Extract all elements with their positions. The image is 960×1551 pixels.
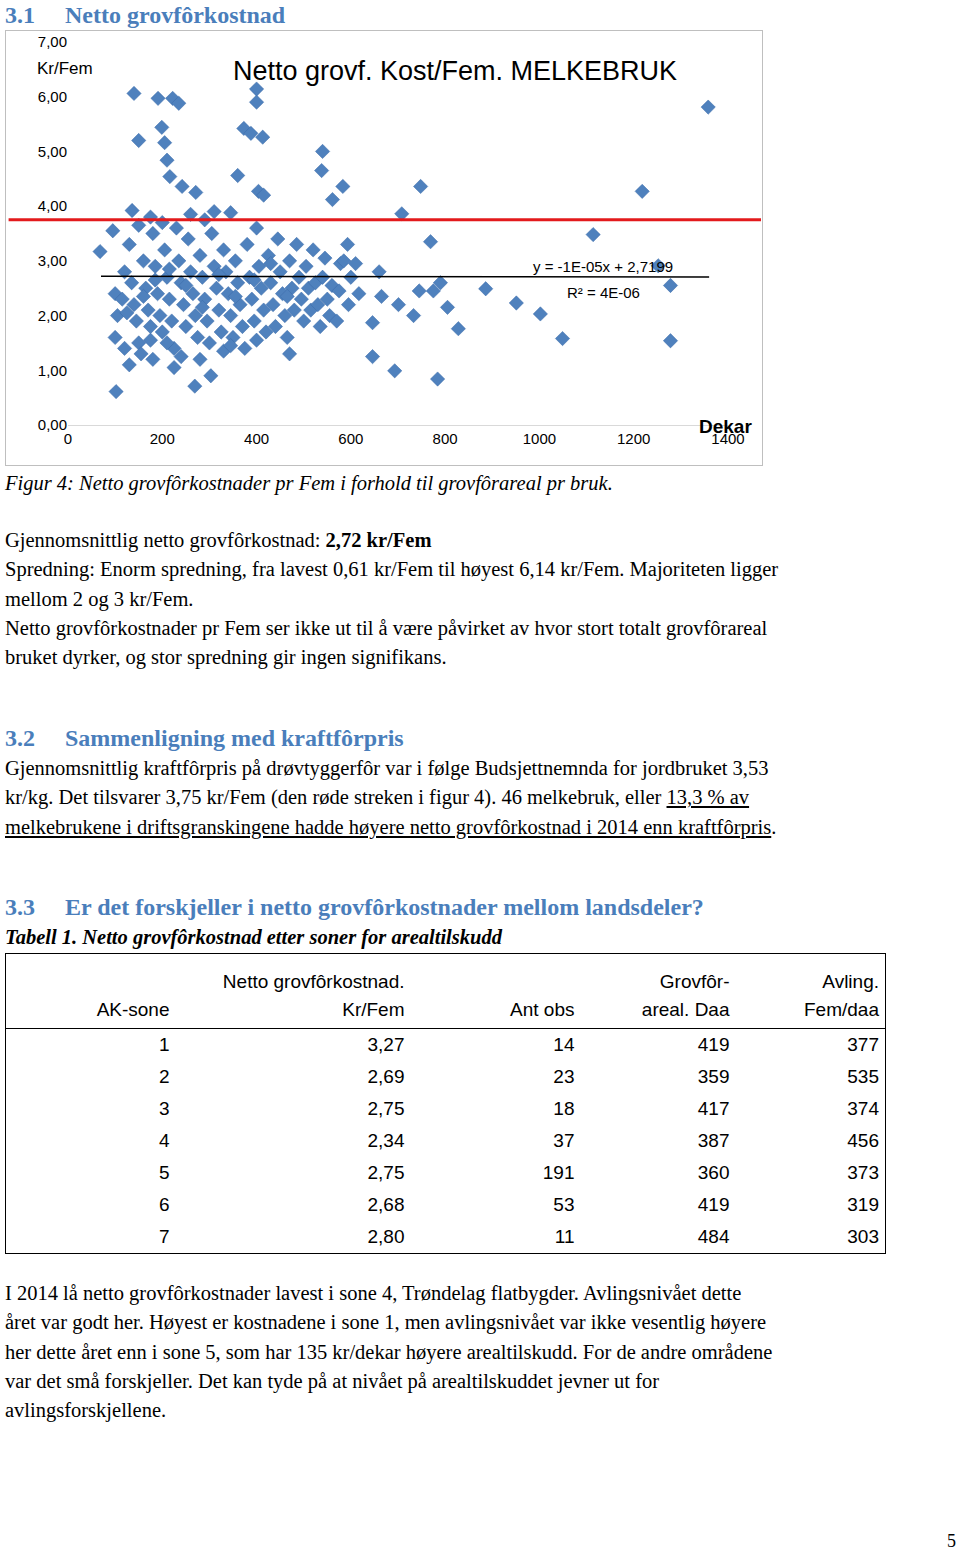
svg-text:Netto grovf. Kost/Fem. MELKEBR: Netto grovf. Kost/Fem. MELKEBRUK	[233, 56, 677, 86]
svg-text:Dekar: Dekar	[699, 416, 752, 437]
html-text:bruket dyrker, og stor spredni: bruket dyrker, og stor spredning gir ing…	[5, 646, 447, 669]
html-text:3.1: 3.1	[5, 2, 35, 28]
html-text:374: 374	[847, 1098, 879, 1119]
svg-text:4,00: 4,00	[38, 197, 67, 214]
html-text:1: 1	[158, 1034, 170, 1055]
html-text:mellom 2 og 3 kr/Fem.: mellom 2 og 3 kr/Fem.	[5, 587, 194, 610]
html-text:6: 6	[158, 1194, 170, 1215]
html-text:Ant obs: Ant obs	[510, 999, 575, 1020]
html-text:53: 53	[553, 1194, 575, 1215]
html-text:5: 5	[158, 1162, 170, 1183]
svg-text:800: 800	[433, 430, 458, 447]
html-text:Netto grovfôrkostnad: Netto grovfôrkostnad	[65, 2, 286, 28]
html-text:her dette året enn i sone 5, s: her dette året enn i sone 5, som har 135…	[5, 1340, 773, 1363]
html-text:Netto grovfôrkostnad.: Netto grovfôrkostnad.	[222, 971, 405, 992]
html-text:I 2014 lå netto grovfôrkostnad: I 2014 lå netto grovfôrkostnader lavest …	[5, 1282, 742, 1304]
html-text:2,80: 2,80	[367, 1226, 405, 1247]
html-text:191: 191	[542, 1162, 575, 1183]
html-text:419: 419	[697, 1034, 730, 1055]
html-text:387: 387	[697, 1130, 730, 1151]
svg-text:1,00: 1,00	[38, 362, 67, 379]
html-text:Figur 4: Netto grovfôrkostnade: Figur 4: Netto grovfôrkostnader pr Fem i…	[5, 472, 613, 494]
html-text:2,34: 2,34	[367, 1130, 405, 1151]
html-text:3.3: 3.3	[5, 894, 35, 920]
svg-text:5,00: 5,00	[38, 143, 67, 160]
html-text:2,75: 2,75	[367, 1098, 405, 1119]
html-text:303: 303	[847, 1226, 879, 1247]
svg-text:1000: 1000	[523, 430, 556, 447]
html-text:areal. Daa: areal. Daa	[641, 999, 730, 1020]
svg-text:0,00: 0,00	[38, 416, 67, 433]
html-text:3,27: 3,27	[367, 1034, 405, 1055]
svg-text:Kr/Fem: Kr/Fem	[37, 59, 93, 78]
html-text:14: 14	[553, 1034, 575, 1055]
html-text:var det små forskjeller. Det k: var det små forskjeller. Det kan tyde på…	[5, 1369, 660, 1392]
html-text:484: 484	[697, 1226, 730, 1247]
html-text:året var godt her. Høyest er k: året var godt her. Høyest er kostnadene …	[5, 1311, 767, 1334]
html-text:Er det forskjeller i netto gro: Er det forskjeller i netto grovfôrkostna…	[65, 894, 704, 920]
svg-text:400: 400	[244, 430, 269, 447]
html-text:AK-sone: AK-sone	[96, 999, 170, 1020]
html-text:417: 417	[697, 1098, 730, 1119]
html-text:359: 359	[697, 1066, 730, 1087]
svg-text:R² = 4E-06: R² = 4E-06	[567, 284, 640, 301]
svg-text:y = -1E-05x + 2,7199: y = -1E-05x + 2,7199	[533, 258, 673, 275]
html-text:456: 456	[847, 1130, 879, 1151]
html-text:Avling.: Avling.	[822, 971, 879, 992]
html-text:2,75: 2,75	[367, 1162, 405, 1183]
html-text:419: 419	[697, 1194, 730, 1215]
html-text:3: 3	[158, 1098, 170, 1119]
html-text:kr/kg. Det tilsvarer 3,75 kr/F: kr/kg. Det tilsvarer 3,75 kr/Fem (den rø…	[5, 786, 750, 809]
html-text:Spredning: Enorm spredning, fr: Spredning: Enorm spredning, fra lavest 0…	[5, 558, 779, 581]
svg-text:3,00: 3,00	[38, 252, 67, 269]
svg-text:1200: 1200	[617, 430, 650, 447]
svg-text:6,00: 6,00	[38, 88, 67, 105]
html-text:7: 7	[158, 1226, 170, 1247]
html-text:3.2: 3.2	[5, 725, 35, 751]
html-text:2,68: 2,68	[367, 1194, 405, 1215]
html-text:Kr/Fem: Kr/Fem	[342, 999, 405, 1020]
html-text:Gjennomsnittlig kraftfôrpris p: Gjennomsnittlig kraftfôrpris på drøvtygg…	[5, 757, 769, 779]
html-text:Netto grovfôrkostnader pr Fem: Netto grovfôrkostnader pr Fem ser ikke u…	[5, 616, 768, 639]
html-text:37: 37	[553, 1130, 575, 1151]
html-text:2: 2	[158, 1066, 170, 1087]
html-text:360: 360	[697, 1162, 730, 1183]
html-text:4: 4	[158, 1130, 170, 1151]
html-text:23: 23	[553, 1066, 575, 1087]
html-text:avlingsforskjellene.: avlingsforskjellene.	[5, 1399, 167, 1422]
svg-text:0: 0	[64, 430, 72, 447]
html-text:Gjennomsnittlig netto grovfôrk: Gjennomsnittlig netto grovfôrkostnad: 2,…	[5, 529, 432, 551]
svg-text:600: 600	[338, 430, 363, 447]
html-text:373: 373	[847, 1162, 879, 1183]
svg-text:7,00: 7,00	[38, 33, 67, 50]
html-text:319: 319	[847, 1194, 879, 1215]
html-text:melkebrukene i driftsgransking: melkebrukene i driftsgranskingene hadde …	[5, 815, 777, 838]
html-text:Grovfôr-: Grovfôr-	[659, 971, 730, 992]
svg-text:1400: 1400	[711, 430, 744, 447]
html-text:18: 18	[553, 1098, 575, 1119]
svg-text:2,00: 2,00	[38, 307, 67, 324]
html-text:Sammenligning med kraftfôrpris: Sammenligning med kraftfôrpris	[65, 725, 404, 751]
html-text:5: 5	[947, 1531, 956, 1551]
html-text:11: 11	[554, 1226, 575, 1247]
html-text:535: 535	[847, 1066, 879, 1087]
svg-text:200: 200	[150, 430, 175, 447]
html-text:2,69: 2,69	[367, 1066, 405, 1087]
html-text:377: 377	[847, 1034, 879, 1055]
html-text:Tabell 1. Netto grovfôrkostnad: Tabell 1. Netto grovfôrkostnad etter son…	[5, 926, 502, 948]
html-text:Fem/daa: Fem/daa	[804, 999, 879, 1020]
